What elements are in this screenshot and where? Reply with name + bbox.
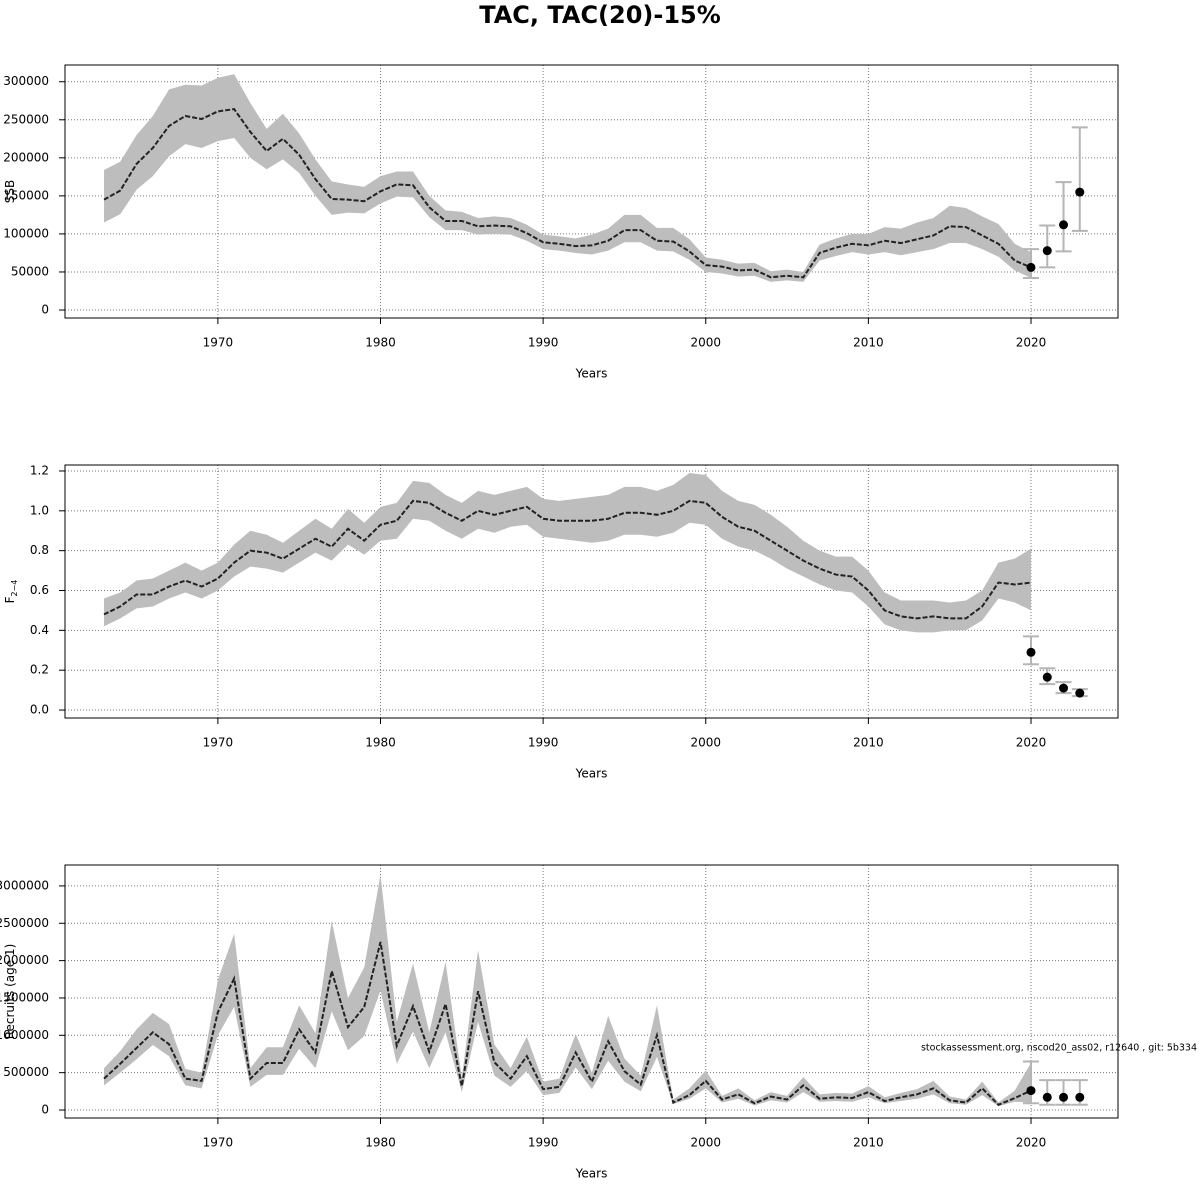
estimate-line bbox=[103, 941, 1032, 1106]
y-tick-label: 1.0 bbox=[30, 503, 49, 517]
forecast-point bbox=[1042, 1092, 1052, 1102]
y-axis-label: Recruits (age 1) bbox=[3, 944, 17, 1040]
y-axis-label-main: Recruits (age 1) bbox=[3, 944, 17, 1040]
x-tick-label: 1990 bbox=[528, 336, 559, 350]
y-tick-label: 0.0 bbox=[30, 703, 49, 717]
y-tick-label: 0.6 bbox=[30, 583, 49, 597]
y-tick-label: 1.2 bbox=[30, 463, 49, 477]
y-axis-label: F2−4 bbox=[3, 580, 19, 604]
forecast-point bbox=[1026, 262, 1036, 272]
x-axis-label: Years bbox=[575, 1167, 608, 1181]
forecast-point bbox=[1075, 187, 1085, 197]
y-tick-label: 0 bbox=[41, 303, 49, 317]
x-tick-label: 2000 bbox=[690, 736, 721, 750]
forecast-point bbox=[1026, 647, 1036, 657]
y-tick-label: 2000000 bbox=[0, 953, 49, 967]
y-tick-label: 500000 bbox=[3, 1065, 49, 1079]
y-tick-label: 0.8 bbox=[30, 543, 49, 557]
y-tick-label: 200000 bbox=[3, 150, 49, 164]
y-tick-label: 2500000 bbox=[0, 916, 49, 930]
x-tick-label: 1970 bbox=[203, 336, 234, 350]
forecast-point bbox=[1059, 220, 1069, 230]
y-tick-label: 300000 bbox=[3, 74, 49, 88]
x-axis-label: Years bbox=[575, 767, 608, 781]
x-axis-label: Years bbox=[575, 367, 608, 381]
y-axis-label-main: F bbox=[3, 596, 17, 603]
estimate-line bbox=[103, 108, 1032, 279]
x-tick-label: 2010 bbox=[853, 736, 884, 750]
y-tick-label: 1500000 bbox=[0, 990, 49, 1004]
y-tick-label: 150000 bbox=[3, 188, 49, 202]
y-tick-label: 50000 bbox=[11, 264, 49, 278]
chart-title: TAC, TAC(20)-15% bbox=[479, 1, 721, 29]
x-tick-label: 2010 bbox=[853, 1136, 884, 1150]
x-tick-label: 1970 bbox=[203, 1136, 234, 1150]
y-tick-label: 0.2 bbox=[30, 663, 49, 677]
forecast-point bbox=[1075, 688, 1085, 698]
forecast-point bbox=[1042, 672, 1052, 682]
confidence-band bbox=[104, 472, 1031, 633]
y-axis-label: SSB bbox=[3, 180, 17, 203]
x-tick-label: 2000 bbox=[690, 336, 721, 350]
x-tick-label: 1980 bbox=[365, 736, 396, 750]
error-bar bbox=[1071, 126, 1088, 232]
x-tick-label: 1980 bbox=[365, 1136, 396, 1150]
estimate-line bbox=[103, 499, 1032, 620]
y-tick-label: 0.4 bbox=[30, 623, 49, 637]
confidence-band bbox=[104, 874, 1031, 1107]
x-tick-label: 2020 bbox=[1016, 736, 1047, 750]
error-bar bbox=[1055, 181, 1072, 253]
plot-frame bbox=[64, 464, 1119, 719]
y-axis-label-main: SSB bbox=[3, 180, 17, 203]
error-bar bbox=[1022, 1060, 1039, 1105]
footnote: stockassessment.org, nscod20_ass02, r126… bbox=[921, 1043, 1197, 1054]
y-tick-label: 0 bbox=[41, 1103, 49, 1117]
y-tick-label: 3000000 bbox=[0, 878, 49, 892]
confidence-band bbox=[104, 74, 1031, 282]
x-tick-label: 2020 bbox=[1016, 336, 1047, 350]
forecast-point bbox=[1026, 1086, 1036, 1096]
plot-frame bbox=[64, 864, 1119, 1119]
y-tick-label: 1000000 bbox=[0, 1028, 49, 1042]
forecast-point bbox=[1059, 683, 1069, 693]
y-axis-label-subscript: 2−4 bbox=[10, 580, 19, 597]
y-tick-label: 100000 bbox=[3, 226, 49, 240]
forecast-point bbox=[1042, 246, 1052, 256]
forecast-point bbox=[1059, 1092, 1069, 1102]
x-tick-label: 1970 bbox=[203, 736, 234, 750]
forecast-point bbox=[1075, 1092, 1085, 1102]
x-tick-label: 1980 bbox=[365, 336, 396, 350]
x-tick-label: 1990 bbox=[528, 1136, 559, 1150]
x-tick-label: 2000 bbox=[690, 1136, 721, 1150]
y-tick-label: 250000 bbox=[3, 112, 49, 126]
x-tick-label: 2010 bbox=[853, 336, 884, 350]
x-tick-label: 1990 bbox=[528, 736, 559, 750]
plot-frame bbox=[64, 64, 1119, 319]
x-tick-label: 2020 bbox=[1016, 1136, 1047, 1150]
